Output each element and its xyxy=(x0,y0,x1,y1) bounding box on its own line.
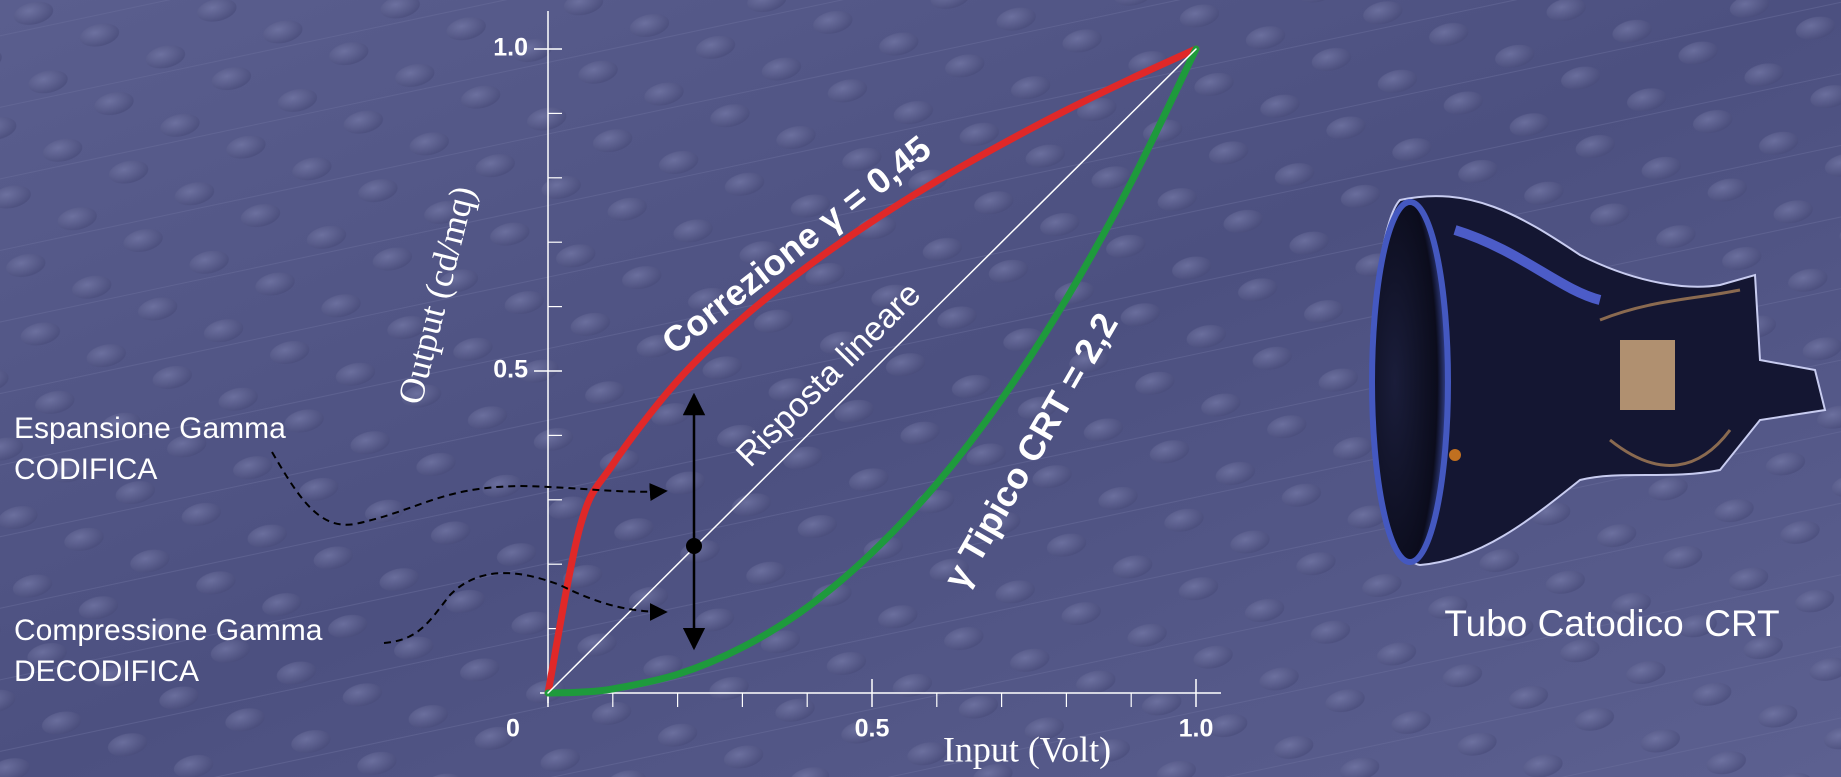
x-tick-label: 0 xyxy=(506,715,520,743)
annotation: CODIFICA xyxy=(14,453,157,486)
y-tick-label: 1.0 xyxy=(493,34,528,62)
x-axis-title: Input (Volt) xyxy=(943,729,1111,769)
annotation: Compressione Gamma xyxy=(14,614,323,647)
annotation: Tubo Catodico CRT xyxy=(1444,603,1779,644)
y-tick-label: 0.5 xyxy=(493,356,528,384)
annotation: Espansione Gamma xyxy=(14,412,286,445)
x-tick-label: 1.0 xyxy=(1179,715,1214,743)
slide: Input (Volt) Output (cd/mq) Espansione G… xyxy=(0,0,1841,777)
annotation: DECODIFICA xyxy=(14,655,199,688)
x-tick-label: 0.5 xyxy=(855,715,890,743)
